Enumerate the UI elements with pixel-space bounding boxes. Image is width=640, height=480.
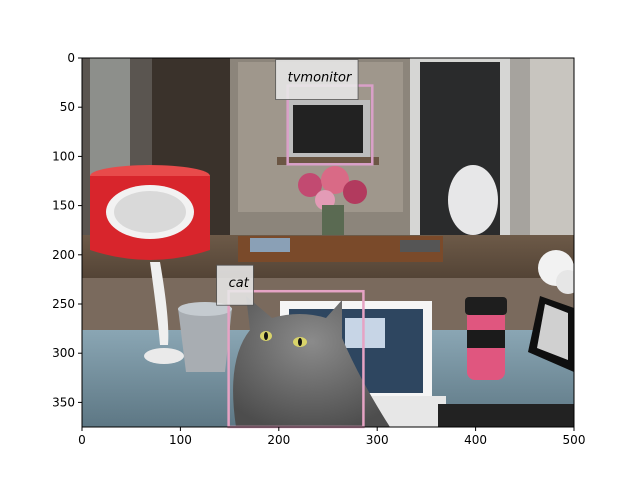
x-tick-label: 200 — [267, 433, 290, 447]
y-tick-label: 200 — [52, 248, 75, 262]
y-axis: 0 50 100 150 200 250 300 350 — [52, 51, 82, 409]
x-axis: 0 100 200 300 400 500 — [78, 427, 585, 447]
x-tick-label: 0 — [78, 433, 86, 447]
y-tick-label: 0 — [67, 51, 75, 65]
x-tick-label: 400 — [464, 433, 487, 447]
y-tick-label: 300 — [52, 346, 75, 360]
y-tick-label: 150 — [52, 199, 75, 213]
detection-label-bg — [216, 264, 254, 306]
photo — [82, 58, 574, 427]
y-tick-label: 100 — [52, 149, 75, 163]
axes-frame — [81, 57, 575, 428]
detection-label-tvmonitor: tvmonitor — [288, 71, 353, 86]
x-tick-label: 100 — [169, 433, 192, 447]
x-tick-label: 300 — [366, 433, 389, 447]
detection-label-cat: cat — [229, 276, 250, 291]
detection-label-bg — [275, 59, 359, 100]
detections-layer: tvmonitor cat — [216, 59, 374, 429]
y-tick-label: 50 — [60, 100, 75, 114]
x-tick-label: 500 — [563, 433, 586, 447]
y-tick-label: 250 — [52, 297, 75, 311]
y-tick-label: 350 — [52, 395, 75, 409]
